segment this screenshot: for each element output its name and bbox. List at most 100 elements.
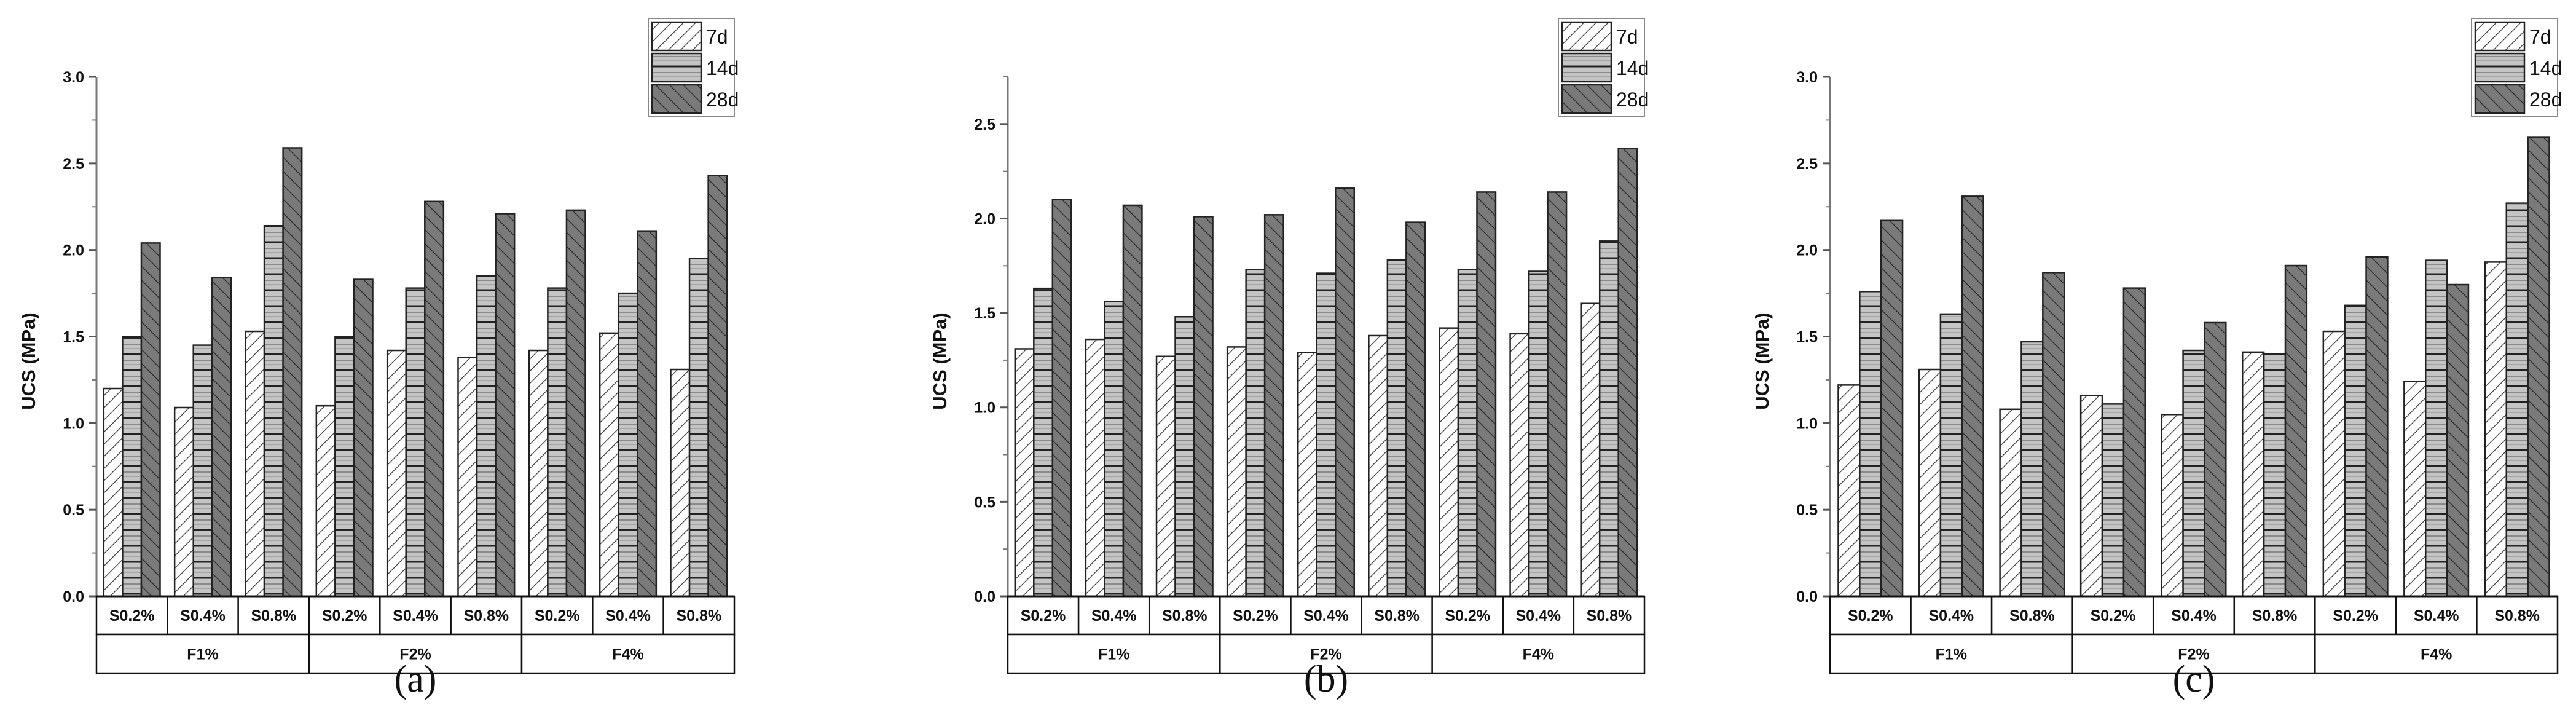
bar-14d	[688, 258, 709, 598]
bar-14d	[1457, 269, 1478, 598]
y-tick-label: 0.0	[974, 588, 995, 605]
x-category-label: S0.4%	[1515, 607, 1561, 625]
legend: 7d 14d 28d	[648, 18, 739, 117]
y-tick-label: 3.0	[63, 69, 84, 86]
bar-14d	[122, 336, 143, 598]
chart-panel-c: 0.0 0.5 1.0 1.5 2.0 2.5 3.0 UCS (MPa) S0.2% S0.4%…	[1751, 18, 2562, 700]
x-category-label: S0.2%	[2333, 607, 2378, 625]
legend-swatch-14d	[651, 52, 702, 83]
y-tick-label: 0.5	[1796, 502, 1818, 519]
bar-7d	[1226, 346, 1247, 598]
bar-7d	[386, 349, 407, 598]
group-cell	[1431, 633, 1646, 674]
category-cell	[450, 595, 523, 636]
x-group-label: F1%	[1098, 646, 1129, 663]
x-category-label: S0.8%	[1374, 607, 1420, 625]
x-category-label: S0.8%	[2009, 607, 2055, 625]
bar-7d	[1297, 352, 1317, 598]
legend-label: 7d	[1616, 26, 1638, 48]
legend: 7d 14d 28d	[1558, 18, 1649, 117]
bar-28d	[1961, 195, 1984, 598]
bar-7d	[1439, 327, 1459, 598]
y-tick-label: 1.5	[1796, 329, 1818, 346]
bar-28d	[424, 200, 445, 598]
bar-14d	[334, 336, 355, 598]
bar-14d	[1104, 301, 1125, 598]
y-axis-title: UCS (MPa)	[1751, 312, 1773, 409]
bar-7d	[1918, 368, 1942, 598]
bar-14d	[1316, 272, 1337, 598]
bar-7d	[670, 368, 691, 598]
group-cell	[520, 633, 736, 674]
bar-7d	[1999, 408, 2022, 598]
bar-28d	[707, 175, 728, 598]
bar-14d	[1598, 240, 1619, 598]
bar-28d	[353, 278, 374, 598]
x-category-label: S0.2%	[535, 607, 580, 625]
category-cell	[662, 595, 736, 636]
bar-28d	[1335, 187, 1356, 598]
bar-7d	[173, 406, 194, 598]
x-group-label: F2%	[2178, 646, 2209, 663]
bar-14d	[1859, 291, 1882, 598]
category-cell	[1431, 595, 1504, 636]
y-tick-label: 2.0	[974, 210, 995, 227]
group-cell	[95, 633, 310, 674]
x-category-label: S0.4%	[2414, 607, 2459, 625]
legend-swatch-14d	[1561, 52, 1612, 83]
x-category-label: S0.2%	[109, 607, 155, 625]
y-axis-title: UCS (MPa)	[929, 312, 951, 409]
bar-28d	[1193, 216, 1214, 598]
group-cell	[1007, 633, 1221, 674]
bar-28d	[2365, 256, 2389, 598]
bar-7d	[1837, 384, 1861, 598]
x-category-label: S0.2%	[2091, 607, 2136, 625]
bar-7d	[1509, 333, 1530, 598]
bar-14d	[2182, 349, 2205, 598]
x-category-label: S0.8%	[463, 607, 509, 625]
bar-28d	[2204, 321, 2227, 598]
bar-7d	[1085, 338, 1105, 598]
x-category-label: S0.4%	[1928, 607, 1974, 625]
bar-14d	[1245, 269, 1266, 598]
bar-14d	[2263, 353, 2287, 598]
y-tick-label: 1.0	[1796, 415, 1818, 432]
bar-14d	[547, 287, 568, 598]
group-cell	[308, 633, 523, 674]
bar-14d	[192, 344, 213, 598]
y-tick-label: 2.5	[1796, 156, 1818, 173]
group-cell	[1219, 633, 1433, 674]
bar-14d	[2020, 341, 2044, 598]
y-tick-label: 1.5	[974, 305, 995, 322]
legend-swatch-28d	[651, 84, 702, 114]
bar-14d	[2505, 202, 2529, 598]
x-category-label: S0.8%	[2252, 607, 2298, 625]
x-group-label: F4%	[1523, 646, 1554, 663]
bar-7d	[103, 387, 124, 598]
category-cell	[1573, 595, 1646, 636]
x-group-label: F2%	[1310, 646, 1341, 663]
bar-28d	[140, 242, 161, 598]
x-group-label: F1%	[187, 646, 218, 663]
y-tick-label: 1.5	[63, 329, 84, 346]
y-tick-label: 2.5	[63, 156, 84, 173]
bar-14d	[1174, 315, 1195, 598]
category-cell	[1007, 595, 1080, 636]
bar-14d	[1386, 259, 1407, 598]
category-cell	[1148, 595, 1221, 636]
bar-14d	[2424, 259, 2448, 598]
chart-panel-b: 0.0 0.5 1.0 1.5 2.0 2.5 UCS (MPa) S0.2% S0.4% S0.…	[929, 18, 1649, 700]
category-cell	[1910, 595, 1993, 636]
legend-swatch-28d	[1561, 84, 1612, 114]
legend-swatch-7d	[2474, 21, 2526, 52]
bar-28d	[1122, 204, 1143, 598]
bar-7d	[245, 330, 265, 598]
legend-swatch-7d	[651, 21, 702, 52]
x-category-label: S0.4%	[1303, 607, 1349, 625]
category-cell	[2071, 595, 2154, 636]
legend-swatch-7d	[1561, 21, 1612, 52]
bar-28d	[1547, 191, 1568, 598]
x-group-label: F1%	[1936, 646, 1967, 663]
x-category-label: S0.8%	[676, 607, 721, 625]
